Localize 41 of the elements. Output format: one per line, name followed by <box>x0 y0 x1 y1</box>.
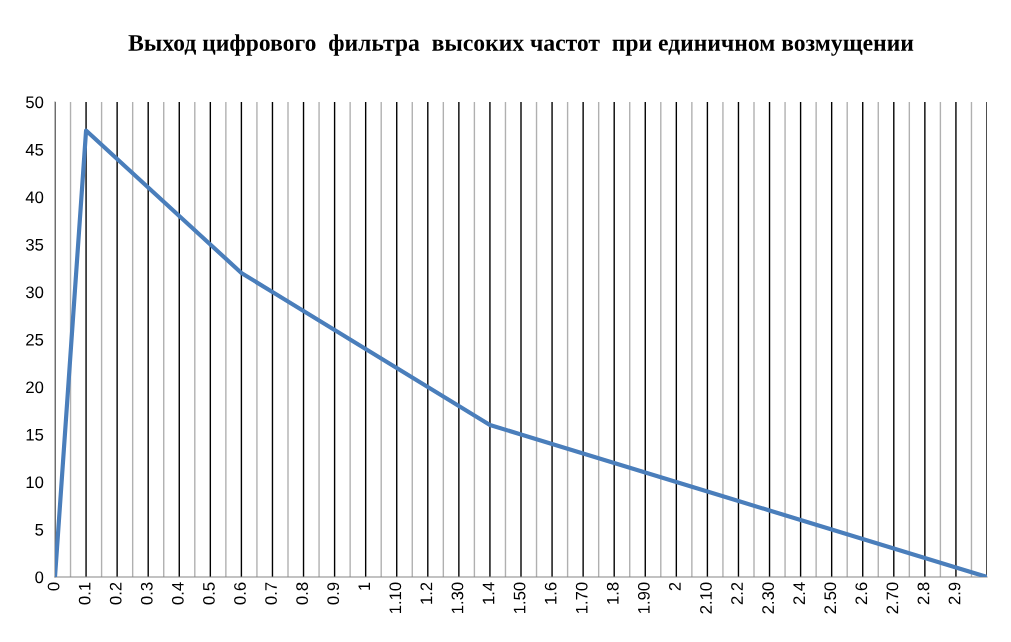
x-tick-label: 0.1 <box>78 582 91 605</box>
x-tick-label: 2.4 <box>793 582 805 605</box>
x-tick-label: 2.9 <box>948 582 961 605</box>
y-tick-label: 40 <box>25 191 44 204</box>
x-tick-label: 0.3 <box>140 582 153 605</box>
x-tick-label: 1.70 <box>575 582 588 614</box>
x-tick-label: 2.10 <box>700 582 712 614</box>
x-tick-label: 2 <box>669 582 681 591</box>
x-tick-label: 2.2 <box>731 582 743 605</box>
x-tick-label: 0.4 <box>171 582 184 605</box>
x-tick-label: 2.30 <box>762 582 775 614</box>
x-tick-label: 1.4 <box>482 582 495 604</box>
x-tick-label: 2.50 <box>824 582 837 614</box>
x-tick-label: 0.6 <box>234 582 246 605</box>
x-tick-label: 0.2 <box>109 582 122 605</box>
x-tick-label: 1.90 <box>637 582 650 614</box>
y-tick-label: 15 <box>26 429 44 441</box>
x-tick-label: 1.30 <box>451 582 464 614</box>
x-tick-label: 2.8 <box>917 582 930 605</box>
y-tick-label: 30 <box>25 286 44 299</box>
y-tick-label: 35 <box>25 238 44 251</box>
x-tick-label: 1.2 <box>420 582 433 604</box>
x-tick-label: 1.6 <box>544 582 557 604</box>
y-tick-label: 20 <box>26 381 44 394</box>
x-tick-label: 1 <box>358 582 370 590</box>
y-tick-label: 10 <box>26 476 44 489</box>
y-tick-label: 50 <box>26 96 44 109</box>
x-tick-label: 1.8 <box>606 582 619 604</box>
y-tick-label: 25 <box>26 333 44 346</box>
x-tick-label: 2.70 <box>886 582 899 614</box>
x-tick-label: 2.6 <box>855 582 868 605</box>
y-tick-label: 5 <box>35 524 44 536</box>
x-tick-label: 1.10 <box>389 582 402 614</box>
x-tick-label: 0.9 <box>327 582 340 605</box>
chart-title: Выход цифрового фильтра высоких частот при единичном возмущении <box>128 34 914 56</box>
x-tick-label: 0.7 <box>265 582 277 605</box>
x-tick-label: 0 <box>47 582 60 591</box>
x-tick-label: 0.5 <box>203 582 215 605</box>
x-tick-label: 0.8 <box>296 582 309 605</box>
x-tick-label: 1.50 <box>513 582 526 614</box>
y-tick-label: 45 <box>25 144 44 156</box>
